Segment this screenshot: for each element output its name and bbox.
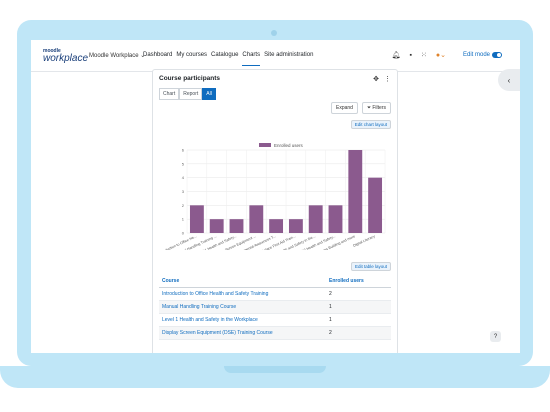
chart-bar [328, 205, 343, 233]
chart-bar [348, 150, 363, 233]
chart-bar [209, 219, 224, 233]
y-tick-label: 0 [182, 231, 185, 236]
enrolled-count: 2 [329, 330, 332, 336]
y-tick-label: 5 [182, 161, 185, 166]
tab-chart[interactable]: Chart [159, 88, 180, 100]
table-row: Level 1 Health and Safety in the Workpla… [159, 314, 391, 327]
enrolled-count: 2 [329, 291, 332, 297]
y-tick-label: 6 [182, 148, 185, 153]
screen: moodle workplace Moodle Workplace ⌄ Dash… [31, 40, 520, 353]
expand-button[interactable]: Expand [331, 102, 358, 114]
edit-table-layout-button[interactable]: Edit table layout [350, 262, 391, 271]
table-header: Course Enrolled users [159, 275, 391, 288]
edit-mode-toggle[interactable] [492, 52, 502, 58]
moodle-workplace-logo[interactable]: moodle workplace [43, 48, 89, 64]
edit-chart-layout-button[interactable]: Edit chart layout [350, 120, 391, 129]
tab-all[interactable]: All [202, 88, 216, 100]
laptop-base [0, 366, 550, 388]
help-button[interactable]: ? [490, 331, 501, 342]
bell-icon[interactable]: 🔔︎ [391, 52, 401, 59]
chart-bar [269, 219, 284, 233]
chat-icon[interactable]: ▪ [409, 51, 413, 59]
toolbar: Expand ⏷ Filters [331, 102, 391, 114]
filters-label: Filters [372, 105, 386, 111]
chevron-left-icon: ‹ [507, 75, 511, 85]
edit-mode-label: Edit mode [462, 52, 490, 58]
legend-swatch [259, 143, 271, 147]
report-table: Course Enrolled users Introduction to Of… [159, 275, 391, 340]
course-link[interactable]: Level 1 Health and Safety in the Workpla… [162, 317, 258, 323]
move-icon[interactable]: ✥ [373, 76, 379, 83]
nav-my-courses[interactable]: My courses [176, 52, 208, 58]
camera-dot [271, 30, 277, 36]
table-row: Manual Handling Training Course 1 [159, 301, 391, 314]
chart-bar [288, 219, 303, 233]
report-card: Course participants ✥ ⋮ Chart Report All… [152, 69, 398, 353]
drawer-toggle-button[interactable]: ‹ [498, 69, 520, 91]
primary-nav: Dashboard My courses Catalogue Charts Si… [143, 52, 313, 66]
chart-bar [368, 177, 383, 233]
chart-bar [249, 205, 264, 233]
course-link[interactable]: Manual Handling Training Course [162, 304, 237, 310]
course-link[interactable]: Introduction to Office Health and Safety… [162, 291, 269, 297]
enrolled-count: 1 [329, 317, 332, 323]
chart-bar [229, 219, 244, 233]
grid-icon[interactable]: ⁙ [421, 52, 427, 59]
nav-catalogue[interactable]: Catalogue [211, 52, 239, 58]
more-options-icon[interactable]: ⋮ [384, 76, 391, 83]
card-title: Course participants [159, 75, 221, 82]
header-course[interactable]: Course [162, 278, 180, 284]
nav-icons: 🔔︎ ▪ ⁙ ●⌄ [391, 51, 446, 60]
avatar[interactable]: ●⌄ [435, 52, 446, 59]
filters-button[interactable]: ⏷ Filters [361, 102, 391, 114]
y-tick-label: 1 [182, 217, 185, 222]
card-actions: ✥ ⋮ [373, 75, 391, 83]
view-tabs: Chart Report All [159, 88, 216, 100]
legend-label: Enrolled users [274, 143, 304, 148]
table-row: Display Screen Equipment (DSE) Training … [159, 327, 391, 340]
y-tick-label: 4 [182, 175, 185, 180]
filter-icon: ⏷ [366, 105, 371, 111]
top-navbar: moodle workplace Moodle Workplace ⌄ Dash… [31, 40, 520, 72]
enrolled-count: 1 [329, 304, 332, 310]
header-enrolled-users[interactable]: Enrolled users [329, 278, 364, 284]
tab-report[interactable]: Report [179, 88, 203, 100]
course-link[interactable]: Display Screen Equipment (DSE) Training … [162, 330, 273, 336]
laptop-notch [224, 366, 326, 373]
x-tick-label: Digital Literacy [352, 234, 375, 248]
chart-bar [308, 205, 323, 233]
brand-menu[interactable]: Moodle Workplace ⌄ [89, 53, 146, 59]
table-row: Introduction to Office Health and Safety… [159, 288, 391, 301]
nav-charts[interactable]: Charts [242, 52, 261, 66]
y-tick-label: 2 [182, 203, 185, 208]
y-tick-label: 3 [182, 189, 185, 194]
nav-site-administration[interactable]: Site administration [264, 52, 314, 58]
chart-bar [189, 205, 204, 233]
nav-dashboard[interactable]: Dashboard [143, 52, 173, 58]
